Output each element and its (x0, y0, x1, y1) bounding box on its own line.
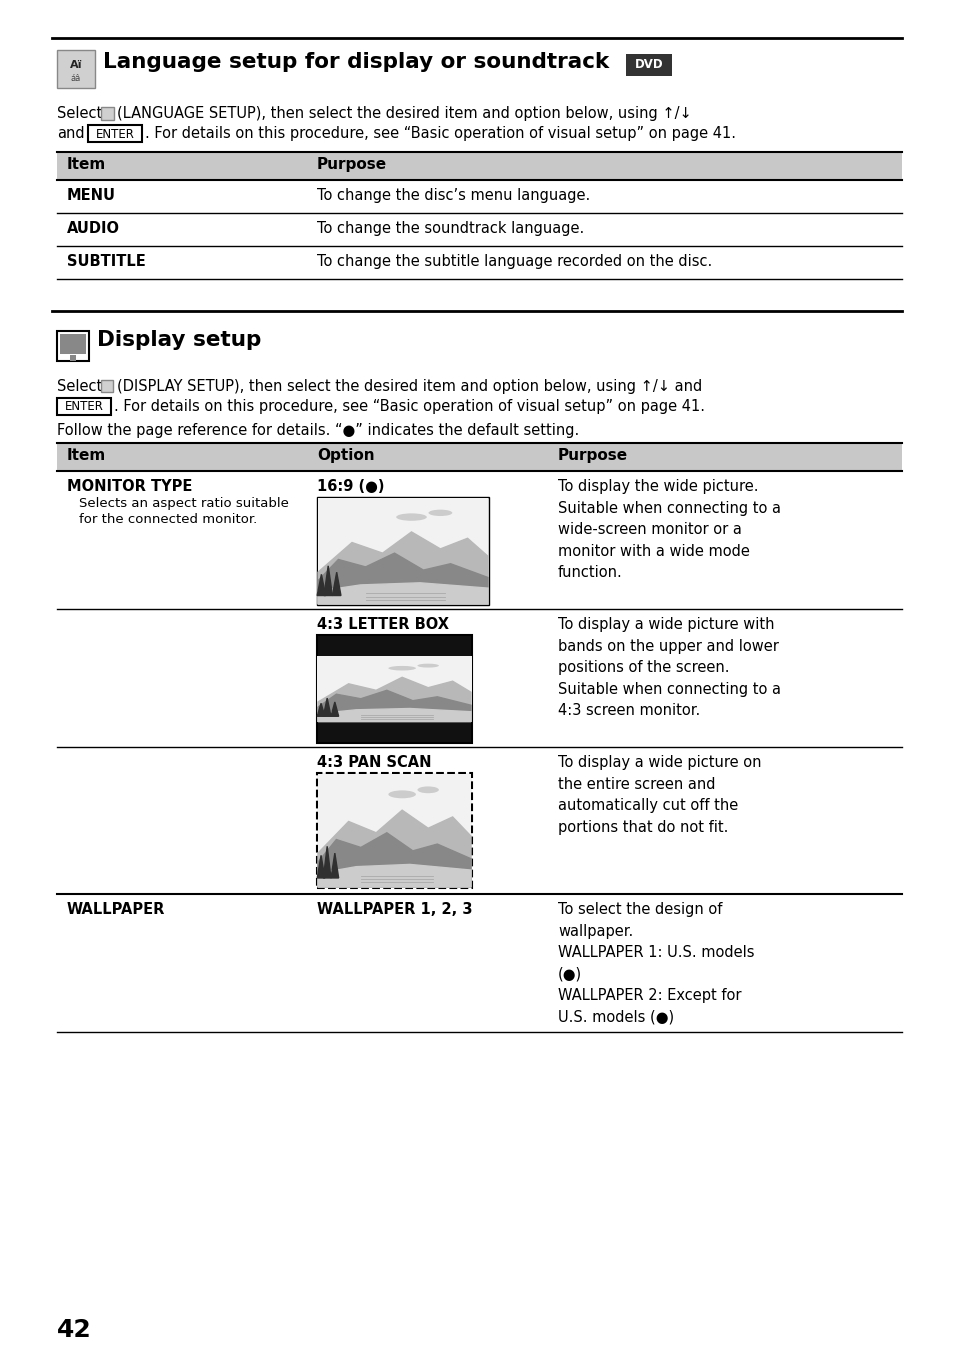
Ellipse shape (395, 514, 426, 521)
Polygon shape (317, 677, 471, 722)
Text: Follow the page reference for details. “●” indicates the default setting.: Follow the page reference for details. “… (57, 423, 578, 438)
Polygon shape (317, 708, 471, 722)
Text: ENTER: ENTER (95, 127, 134, 141)
Bar (101, 380, 112, 392)
Text: (LANGUAGE SETUP), then select the desired item and option below, using ↑/↓: (LANGUAGE SETUP), then select the desire… (117, 105, 691, 120)
Text: Item: Item (67, 157, 106, 172)
Text: MENU: MENU (67, 188, 116, 203)
Text: 4:3 PAN SCAN: 4:3 PAN SCAN (316, 754, 431, 771)
Text: ENTER: ENTER (65, 400, 103, 414)
Text: To display a wide picture with
bands on the upper and lower
positions of the scr: To display a wide picture with bands on … (558, 617, 781, 718)
Bar (316, 656, 472, 722)
Text: MONITOR TYPE: MONITOR TYPE (67, 479, 193, 493)
Ellipse shape (388, 791, 416, 798)
Text: Selects an aspect ratio suitable: Selects an aspect ratio suitable (79, 498, 289, 510)
Polygon shape (332, 572, 340, 595)
Bar (625, 54, 671, 76)
Polygon shape (317, 856, 325, 877)
Text: WALLPAPER 1, 2, 3: WALLPAPER 1, 2, 3 (316, 902, 472, 917)
Text: Aï: Aï (70, 61, 82, 70)
Polygon shape (331, 702, 338, 717)
Text: 42: 42 (57, 1318, 91, 1343)
Text: 16:9 (●): 16:9 (●) (316, 479, 384, 493)
Text: To select the design of
wallpaper.
WALLPAPER 1: U.S. models
(●)
WALLPAPER 2: Exc: To select the design of wallpaper. WALLP… (558, 902, 754, 1025)
Polygon shape (317, 864, 471, 887)
Bar (316, 773, 472, 888)
Text: Item: Item (67, 448, 106, 462)
Polygon shape (317, 531, 488, 604)
Text: To display a wide picture on
the entire screen and
automatically cut off the
por: To display a wide picture on the entire … (558, 754, 760, 834)
Bar (57, 50, 95, 88)
Text: Select: Select (57, 105, 102, 120)
Text: WALLPAPER: WALLPAPER (67, 902, 165, 917)
Text: To change the subtitle language recorded on the disc.: To change the subtitle language recorded… (316, 254, 712, 269)
Text: To display the wide picture.
Suitable when connecting to a
wide-screen monitor o: To display the wide picture. Suitable wh… (558, 479, 781, 580)
Text: AUDIO: AUDIO (67, 220, 120, 237)
Polygon shape (317, 691, 471, 722)
Ellipse shape (428, 510, 452, 516)
Bar (316, 498, 489, 604)
Ellipse shape (417, 787, 438, 794)
Bar (57, 397, 111, 415)
Bar (317, 498, 488, 604)
Bar (60, 334, 86, 354)
Text: Option: Option (316, 448, 375, 462)
Polygon shape (317, 583, 488, 604)
Polygon shape (323, 698, 331, 717)
Text: 4:3 LETTER BOX: 4:3 LETTER BOX (316, 617, 449, 631)
Bar (57, 443, 901, 470)
Bar (316, 635, 472, 744)
Bar (88, 124, 142, 142)
Text: . For details on this procedure, see “Basic operation of visual setup” on page 4: . For details on this procedure, see “Ba… (145, 126, 735, 141)
Text: Language setup for display or soundtrack: Language setup for display or soundtrack (103, 51, 609, 72)
Bar (317, 657, 471, 722)
Text: áâ: áâ (71, 74, 81, 82)
Ellipse shape (388, 667, 416, 671)
Polygon shape (323, 846, 331, 877)
Ellipse shape (417, 664, 438, 668)
Text: Purpose: Purpose (558, 448, 627, 462)
Polygon shape (317, 833, 471, 887)
Text: Select: Select (57, 379, 102, 393)
Text: Display setup: Display setup (97, 330, 261, 350)
Bar (70, 356, 76, 361)
Polygon shape (317, 553, 488, 604)
Polygon shape (316, 575, 325, 595)
Bar (101, 107, 113, 120)
Bar (57, 331, 89, 361)
Text: Purpose: Purpose (316, 157, 387, 172)
Polygon shape (324, 566, 332, 595)
Text: To change the disc’s menu language.: To change the disc’s menu language. (316, 188, 590, 203)
Text: . For details on this procedure, see “Basic operation of visual setup” on page 4: . For details on this procedure, see “Ba… (113, 399, 704, 414)
Bar (317, 773, 471, 887)
Text: (DISPLAY SETUP), then select the desired item and option below, using ↑/↓ and: (DISPLAY SETUP), then select the desired… (117, 379, 701, 393)
Text: SUBTITLE: SUBTITLE (67, 254, 146, 269)
Text: DVD: DVD (634, 58, 662, 72)
Text: for the connected monitor.: for the connected monitor. (79, 512, 257, 526)
Polygon shape (317, 810, 471, 887)
Text: To change the soundtrack language.: To change the soundtrack language. (316, 220, 583, 237)
Polygon shape (331, 853, 338, 877)
Text: and: and (57, 126, 85, 141)
Bar (57, 151, 901, 180)
Polygon shape (317, 703, 325, 717)
